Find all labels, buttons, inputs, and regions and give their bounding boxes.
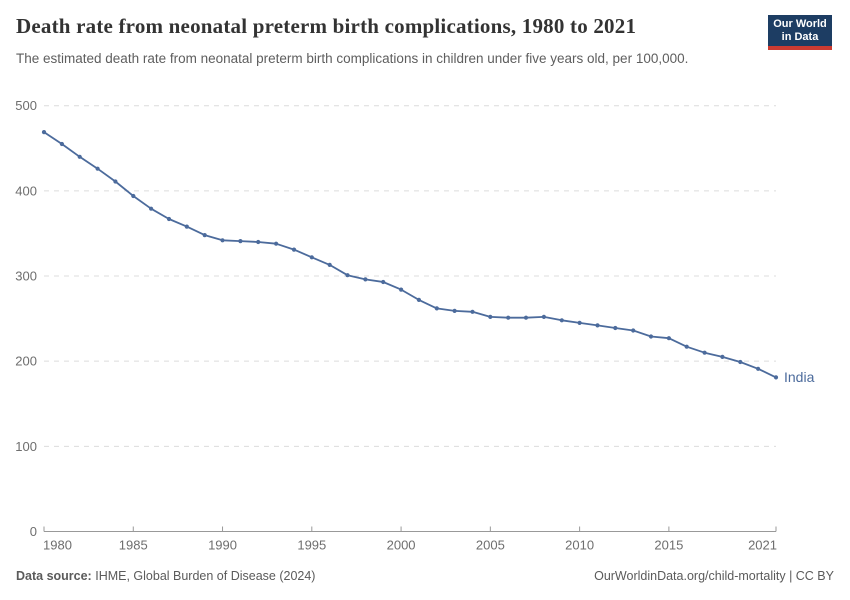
y-tick-label-400: 400 — [15, 183, 37, 198]
data-point-2002[interactable] — [434, 306, 439, 311]
data-point-1987[interactable] — [166, 216, 172, 222]
x-tick-label-1995: 1995 — [297, 538, 326, 553]
data-point-2003[interactable] — [452, 308, 457, 313]
data-point-1980[interactable] — [41, 130, 47, 135]
data-point-1990[interactable] — [220, 238, 225, 243]
data-point-1984[interactable] — [113, 179, 118, 184]
data-point-1996[interactable] — [327, 262, 332, 267]
chart-footer: Data source: IHME, Global Burden of Dise… — [16, 569, 834, 583]
data-point-1999[interactable] — [381, 279, 386, 285]
data-point-2010[interactable] — [577, 320, 582, 325]
data-point-2008[interactable] — [541, 314, 547, 319]
data-point-1995[interactable] — [309, 255, 314, 260]
data-point-1994[interactable] — [291, 247, 297, 252]
data-point-1991[interactable] — [238, 239, 243, 244]
x-tick-label-2015: 2015 — [654, 538, 683, 553]
x-tick-label-1980: 1980 — [43, 538, 72, 553]
data-point-2017[interactable] — [702, 350, 707, 355]
data-point-2014[interactable] — [648, 334, 654, 339]
data-source: Data source: IHME, Global Burden of Dise… — [16, 569, 315, 583]
data-point-2021[interactable] — [773, 375, 779, 380]
data-point-1993[interactable] — [274, 241, 279, 246]
data-point-1989[interactable] — [202, 233, 207, 238]
data-point-2019[interactable] — [738, 359, 743, 365]
y-tick-label-500: 500 — [15, 98, 37, 113]
data-source-label: Data source: — [16, 569, 92, 583]
data-point-2007[interactable] — [523, 315, 529, 320]
data-point-2013[interactable] — [631, 328, 636, 333]
data-point-1988[interactable] — [184, 224, 189, 229]
data-point-1983[interactable] — [95, 166, 100, 171]
data-source-value: IHME, Global Burden of Disease (2024) — [95, 569, 316, 583]
data-point-2012[interactable] — [613, 325, 618, 331]
x-tick-label-1990: 1990 — [208, 538, 237, 553]
data-point-2018[interactable] — [720, 354, 725, 359]
data-point-2011[interactable] — [595, 323, 600, 328]
data-point-2016[interactable] — [684, 344, 689, 349]
x-tick-label-2005: 2005 — [476, 538, 505, 553]
data-line-india — [43, 131, 777, 379]
data-point-1982[interactable] — [77, 154, 82, 159]
data-point-2006[interactable] — [506, 315, 511, 320]
series-label-india[interactable]: India — [784, 369, 815, 385]
data-point-1986[interactable] — [149, 206, 154, 211]
data-point-1992[interactable] — [256, 239, 261, 245]
owid-logo-line1: Our World — [773, 18, 827, 30]
x-tick-label-2000: 2000 — [387, 538, 416, 553]
data-point-1981[interactable] — [59, 141, 64, 147]
data-point-2000[interactable] — [399, 287, 404, 292]
x-tick-label-2010: 2010 — [565, 538, 594, 553]
x-tick-label-1985: 1985 — [119, 538, 148, 553]
page-title: Death rate from neonatal preterm birth c… — [16, 14, 637, 38]
data-point-2009[interactable] — [559, 318, 564, 323]
data-point-2020[interactable] — [756, 366, 761, 371]
chart-subtitle: The estimated death rate from neonatal p… — [16, 51, 689, 66]
y-tick-label-200: 200 — [15, 354, 37, 369]
x-tick-label-2021: 2021 — [748, 538, 777, 553]
attribution-link[interactable]: OurWorldinData.org/child-mortality | CC … — [594, 569, 834, 583]
data-point-2001[interactable] — [416, 297, 421, 302]
data-point-2015[interactable] — [666, 336, 672, 341]
data-point-2004[interactable] — [470, 309, 475, 314]
data-point-1997[interactable] — [345, 273, 350, 278]
data-point-2005[interactable] — [488, 314, 493, 319]
y-tick-label-300: 300 — [15, 269, 37, 284]
y-tick-label-100: 100 — [15, 439, 37, 454]
owid-logo[interactable]: Our World in Data — [768, 15, 832, 50]
data-point-1985[interactable] — [131, 193, 136, 199]
data-point-1998[interactable] — [363, 277, 368, 282]
owid-logo-line2: in Data — [781, 31, 819, 43]
y-tick-label-0: 0 — [30, 524, 37, 539]
